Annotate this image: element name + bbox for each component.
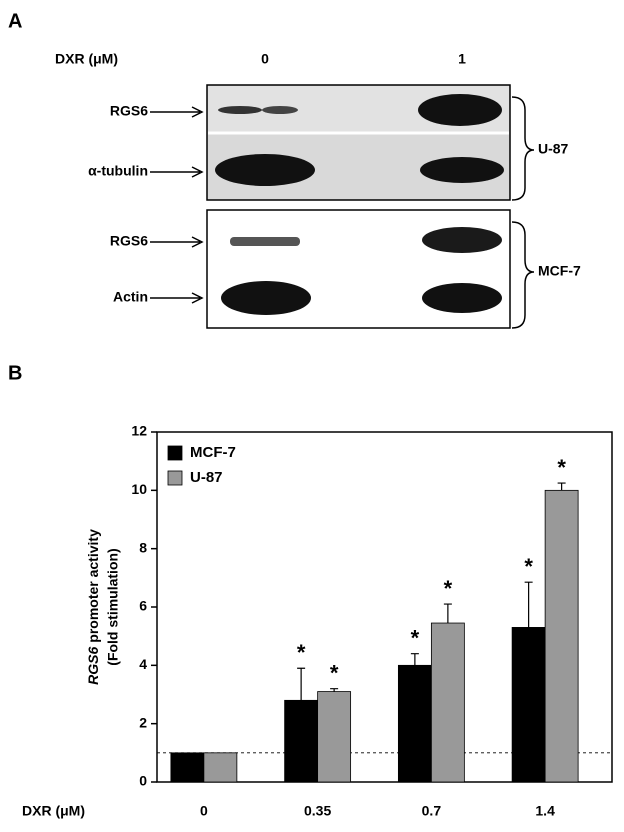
asterisk: * <box>297 640 306 665</box>
x-tick-label: 1.4 <box>535 803 555 819</box>
row-label: α-tubulin <box>88 163 148 179</box>
asterisk: * <box>444 576 453 601</box>
error-bar <box>330 688 339 692</box>
cell-line: MCF-7 <box>538 263 581 279</box>
error-bar <box>443 603 452 624</box>
bar <box>544 489 579 783</box>
dose-label: DXR (μM) <box>55 51 118 67</box>
legend-swatch <box>167 470 183 486</box>
panel-label: B <box>8 362 22 384</box>
row-label: RGS6 <box>110 233 148 249</box>
arrows <box>150 96 535 329</box>
legend-label: U-87 <box>190 469 223 486</box>
bar <box>203 752 238 783</box>
bar <box>511 627 546 783</box>
asterisk: * <box>330 660 339 685</box>
y-tick-label: 6 <box>139 598 147 614</box>
error-bar <box>557 482 566 491</box>
row-label: RGS6 <box>110 103 148 119</box>
x-tick-label: 0.7 <box>422 803 442 819</box>
y-axis-title: RGS6 promoter activity (Fold stimulation) <box>85 529 121 685</box>
y-tick-label: 8 <box>139 539 147 555</box>
y-label: RGS6 promoter activity <box>85 529 101 685</box>
y-tick-label: 0 <box>139 773 147 789</box>
y-tick-label: 4 <box>139 656 147 672</box>
error-bar <box>524 581 533 628</box>
error-bar <box>410 653 419 666</box>
asterisk: * <box>557 455 566 480</box>
bar <box>284 699 319 783</box>
blot <box>206 84 511 201</box>
legend-swatch <box>167 445 183 461</box>
y-tick-label: 12 <box>131 423 147 439</box>
asterisk: * <box>524 554 533 579</box>
y-label-text: promoter activity <box>85 529 101 643</box>
y-tick-label: 2 <box>139 714 147 730</box>
y-tick-label: 10 <box>131 481 147 497</box>
dose: 1 <box>458 51 466 67</box>
x-label: DXR (μM) <box>22 803 85 819</box>
bar <box>170 752 205 783</box>
error-bar <box>297 667 306 701</box>
bar <box>397 664 432 783</box>
legend-label: MCF-7 <box>190 444 236 461</box>
cell-line: U-87 <box>538 141 569 157</box>
y-label-2: (Fold stimulation) <box>105 548 121 665</box>
x-tick-label: 0.35 <box>304 803 331 819</box>
x-tick-label: 0 <box>200 803 208 819</box>
y-label-gene: RGS6 <box>85 647 101 685</box>
row-label: Actin <box>113 289 148 305</box>
blot <box>206 209 511 329</box>
bar <box>430 622 465 783</box>
panel-label: A <box>8 10 22 32</box>
dose: 0 <box>261 51 269 67</box>
asterisk: * <box>411 625 420 650</box>
bar <box>317 691 352 783</box>
